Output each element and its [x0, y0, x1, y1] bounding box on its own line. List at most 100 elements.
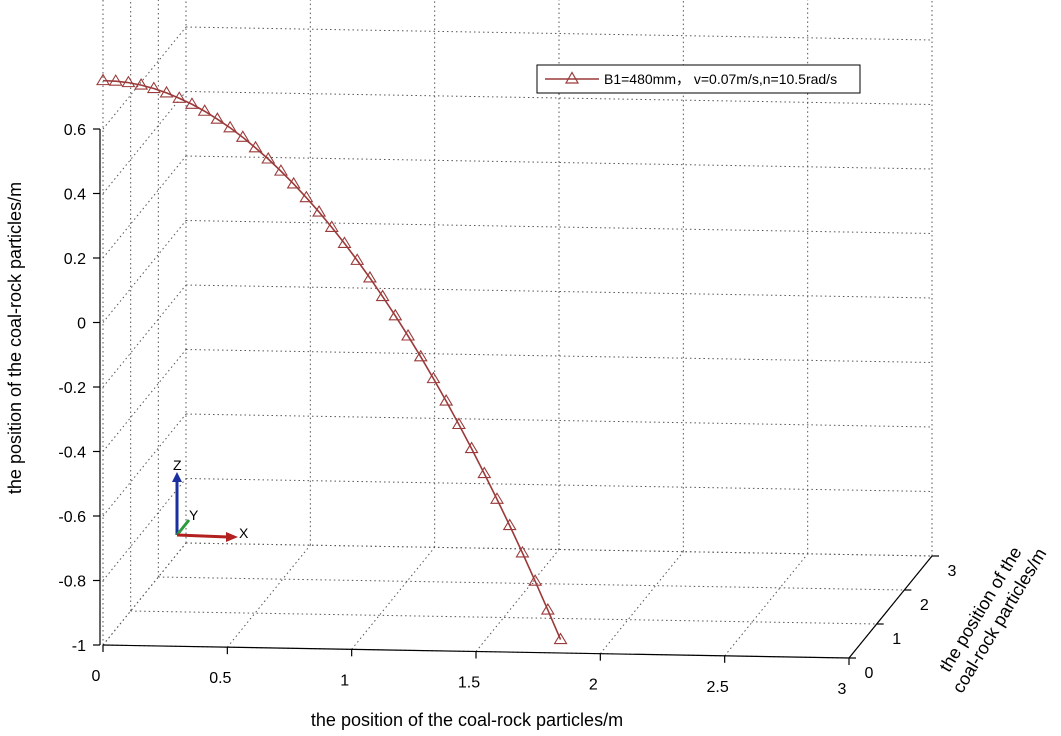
orient-y-label: Y — [189, 507, 199, 523]
z-tick-label: -0.2 — [58, 380, 86, 397]
grid-line — [102, 478, 187, 581]
grid-line — [102, 542, 187, 646]
orient-x-label: X — [239, 525, 249, 541]
grid-line — [102, 220, 187, 323]
grid-line — [226, 544, 311, 648]
grid — [102, 0, 933, 659]
grid-line — [102, 349, 187, 452]
data-point-marker — [235, 130, 250, 142]
grid-line — [724, 553, 809, 657]
data-point-marker — [172, 91, 187, 103]
z-tick-label: -0.4 — [58, 445, 86, 462]
grid-line — [130, 610, 877, 625]
grid-line — [185, 542, 933, 557]
grid-line — [185, 220, 933, 234]
z-tick-label: -1 — [72, 638, 86, 655]
orientation-indicator: Z Y X — [172, 457, 249, 542]
x-tick-label: 3 — [838, 681, 847, 698]
orient-z-head — [172, 472, 182, 482]
data-point-marker — [451, 417, 466, 430]
data-point-marker — [477, 466, 492, 479]
data-point-marker — [528, 574, 543, 586]
z-axis-label: the position of the coal-rock particles/… — [5, 182, 25, 494]
data-point-marker — [299, 190, 314, 203]
grid-line — [185, 91, 933, 105]
legend: B1=480mm， v=0.07m/s,n=10.5rad/s — [536, 64, 861, 94]
series-group — [96, 73, 568, 645]
data-point-marker — [134, 78, 149, 90]
legend-entry-label: B1=480mm， v=0.07m/s,n=10.5rad/s — [604, 71, 837, 87]
data-point-marker — [184, 97, 199, 109]
data-point-marker — [223, 120, 238, 133]
x-tick-label: 0.5 — [209, 670, 231, 687]
y-axis — [848, 555, 933, 659]
data-point-marker — [502, 518, 517, 531]
orient-y-arrow — [175, 519, 191, 536]
z-tick-label: 0.2 — [64, 251, 86, 268]
y-axis-label: the position of the coal-rock particles/… — [935, 543, 1050, 696]
grid-line — [475, 549, 560, 652]
data-point-marker — [401, 328, 416, 341]
data-point-marker — [464, 441, 479, 454]
data-point-marker — [439, 394, 454, 406]
data-point-marker — [540, 602, 555, 615]
data-point-marker — [96, 73, 110, 86]
data-point-marker — [337, 236, 352, 248]
z-tick-label: -0.8 — [58, 574, 86, 591]
grid-line — [599, 551, 684, 654]
x-tick-label: 2.5 — [707, 679, 729, 696]
tick-labels: 0.6 0.4 0.2 0 -0.2 -0.4 -0.6 -0.8 -1 0 0.5 1 1.5 2 2.5… — [58, 122, 956, 698]
data-point-marker — [413, 349, 428, 362]
grid-line — [102, 26, 187, 130]
axes — [93, 128, 939, 665]
data-point-marker — [312, 204, 327, 217]
series-line — [102, 79, 562, 640]
data-point-marker — [159, 85, 174, 98]
data-point-marker — [350, 253, 365, 265]
data-point-marker — [146, 81, 161, 94]
x-tick-label: 2 — [589, 677, 598, 694]
x-axis-label: the position of the coal-rock particles/… — [311, 710, 623, 730]
z-tick-label: 0.4 — [64, 187, 86, 204]
grid-line — [102, 284, 187, 388]
orient-x-arrow — [176, 533, 229, 539]
y-tick-label: 1 — [892, 631, 901, 648]
grid-line — [102, 155, 187, 259]
grid-line — [185, 284, 933, 299]
x-tick-label: 0 — [92, 668, 101, 685]
legend-marker — [564, 71, 580, 84]
y-tick-label: 2 — [920, 597, 929, 614]
data-point-marker — [197, 104, 212, 116]
data-point-marker — [553, 632, 568, 645]
y-tick-label: 3 — [948, 563, 957, 580]
z-tick-label: 0 — [77, 316, 86, 333]
x-tick-label: 1.5 — [458, 675, 480, 692]
grid-line — [102, 542, 187, 646]
grid-line — [185, 478, 933, 492]
grid-line — [185, 26, 933, 41]
z-tick-label: 0.6 — [64, 122, 86, 139]
data-point-marker — [324, 220, 339, 232]
z-tick-label: -0.6 — [58, 509, 86, 526]
data-point-marker — [261, 151, 276, 164]
data-point-marker — [426, 371, 441, 384]
grid-line — [185, 413, 933, 428]
orient-x-head — [226, 532, 238, 542]
grid-line — [102, 91, 187, 194]
data-point-marker — [515, 545, 530, 558]
grid-line — [158, 576, 905, 591]
data-point-marker — [121, 75, 136, 88]
data-point-marker — [248, 140, 263, 153]
data-point-marker — [388, 308, 403, 321]
data-point-marker — [375, 289, 390, 302]
grid-line — [185, 155, 933, 170]
orient-z-label: Z — [173, 457, 182, 473]
data-point-marker — [273, 164, 288, 176]
x-tick-label: 1 — [340, 672, 349, 689]
data-point-marker — [286, 176, 301, 189]
grid-line — [185, 349, 933, 363]
data-point-marker — [210, 112, 225, 124]
grid-line — [351, 547, 436, 650]
data-point-marker — [490, 492, 504, 504]
